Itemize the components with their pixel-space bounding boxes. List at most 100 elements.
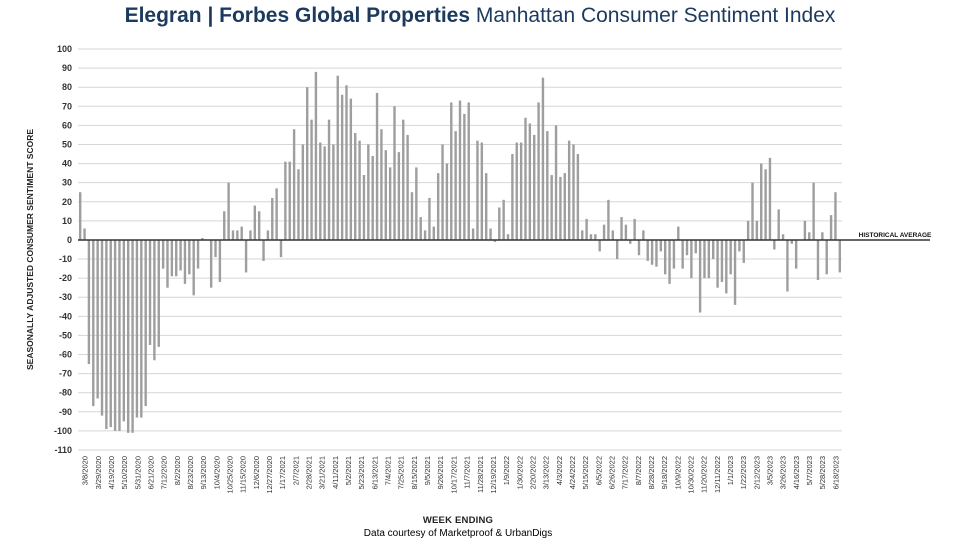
bar [541, 77, 545, 240]
bar [786, 239, 789, 292]
x-tick-label: 1/22/2023 [739, 456, 748, 489]
x-tick-label: 6/13/2021 [370, 456, 379, 489]
bar [332, 144, 335, 240]
bar [572, 144, 575, 240]
bar [292, 129, 296, 240]
bar [371, 155, 374, 240]
bar [327, 119, 331, 240]
x-tick-label: 7/25/2021 [397, 456, 406, 489]
x-tick-label: 2/28/2021 [305, 456, 314, 489]
bar [131, 239, 134, 433]
bar [725, 239, 728, 294]
bar [209, 239, 213, 288]
bar [498, 207, 501, 240]
x-tick-label: 10/17/2021 [449, 456, 458, 494]
y-tick-label: 40 [62, 159, 72, 169]
x-tick-label: 3/8/2020 [81, 456, 90, 485]
x-tick-label: 7/12/2020 [160, 456, 169, 489]
bar [127, 239, 130, 433]
bar [105, 239, 108, 429]
title-brand: Elegran | Forbes Global Properties [124, 4, 471, 27]
bar [519, 142, 523, 240]
x-tick-label: 5/2/2021 [344, 456, 353, 485]
bar [179, 239, 182, 271]
bar [310, 119, 313, 240]
bar [428, 197, 431, 240]
bar [620, 217, 623, 240]
x-tick-label: 9/26/2021 [436, 456, 445, 489]
bar [96, 239, 99, 399]
bar [646, 239, 649, 261]
bar [240, 226, 243, 240]
x-tick-label: 2/12/2023 [752, 456, 761, 489]
bar [266, 230, 270, 240]
bar [297, 169, 300, 240]
bar [528, 123, 532, 240]
bar [751, 182, 754, 240]
bar [585, 218, 588, 240]
bar [659, 239, 663, 252]
bar [611, 230, 615, 240]
bar [275, 188, 278, 240]
bar [305, 87, 309, 240]
bar [118, 239, 121, 431]
bar [524, 117, 527, 240]
x-tick-label: 4/24/2022 [568, 456, 577, 489]
bar [563, 173, 566, 240]
bar [271, 197, 274, 240]
bar [681, 239, 684, 269]
x-tick-label: 5/28/2023 [818, 456, 827, 489]
bar [345, 85, 348, 240]
historical-average-label: HISTORICAL AVERAGE [859, 232, 932, 239]
y-tick-label: 0 [67, 235, 72, 245]
bar [602, 224, 606, 240]
bar [262, 239, 265, 261]
y-tick-label: -20 [59, 273, 72, 283]
x-tick-label: 8/7/2022 [634, 456, 643, 485]
bar [554, 125, 558, 240]
bar [511, 154, 514, 240]
bar [253, 205, 257, 240]
x-tick-label: 5/7/2023 [805, 456, 814, 485]
x-tick-label: 3/29/2020 [94, 456, 103, 489]
bar [615, 239, 619, 260]
bar [655, 239, 658, 267]
bar [838, 239, 842, 273]
bar [358, 140, 361, 240]
bar [672, 239, 676, 269]
x-tick-label: 8/23/2020 [186, 456, 195, 489]
bar [336, 75, 339, 240]
x-tick-label: 4/16/2023 [792, 456, 801, 489]
data-credit: Data courtesy of Marketproof & UrbanDigs [363, 528, 553, 539]
bar [712, 239, 715, 260]
y-tick-label: -10 [59, 254, 72, 264]
x-tick-label: 5/15/2022 [581, 456, 590, 489]
bar [284, 161, 287, 240]
bar [677, 226, 680, 240]
bar [476, 140, 479, 240]
bar [834, 192, 837, 240]
bar [742, 239, 745, 263]
x-tick-label: 3/26/2023 [779, 456, 788, 489]
bar [764, 169, 767, 240]
y-axis-title: SEASONALLY ADJUSTED CONSUMER SENTIMENT S… [25, 129, 35, 370]
title-rest: Manhattan Consumer Sentiment Index [470, 4, 836, 27]
bar [406, 134, 409, 240]
bar [144, 239, 147, 407]
bar [375, 92, 379, 240]
bar [790, 239, 793, 244]
y-tick-label: 90 [62, 63, 72, 73]
bar [157, 239, 160, 347]
bar [445, 163, 449, 240]
bar [489, 228, 492, 240]
bar [808, 232, 811, 240]
bar [821, 232, 824, 240]
bar [122, 239, 126, 422]
bar [803, 220, 807, 240]
bar [436, 173, 440, 240]
y-tick-label: -30 [59, 292, 72, 302]
x-tick-label: 1/30/2022 [515, 456, 524, 489]
bar [607, 199, 610, 240]
bar [567, 140, 571, 240]
bar [441, 144, 444, 240]
